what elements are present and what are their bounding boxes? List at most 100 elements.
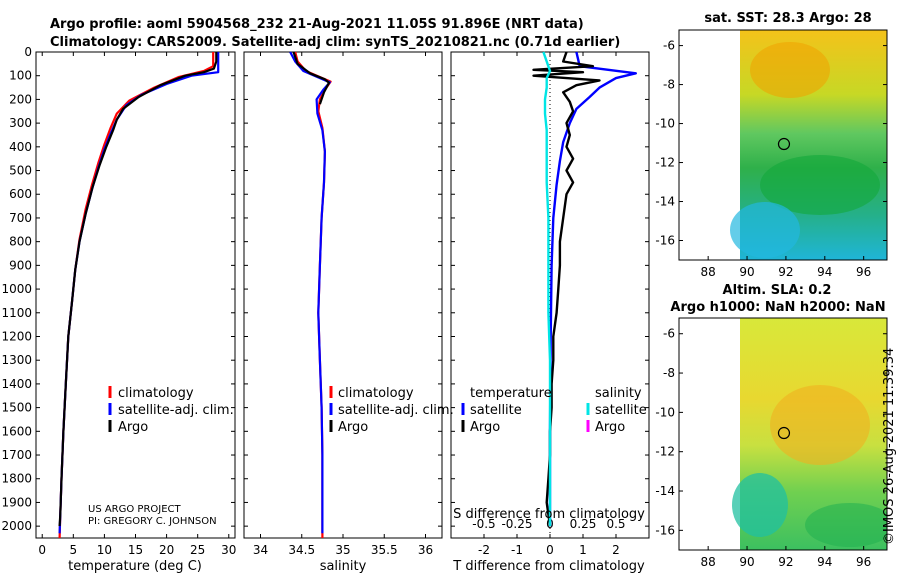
x-tick-label: 2 <box>612 543 620 557</box>
temperature-legend: climatology satellite-adj. clim. Argo <box>108 386 234 435</box>
sla-map-title: Altim. SLA: 0.2 <box>723 283 832 298</box>
sst-map-axes: 88 90 92 94 96 -6 -8 -10 -12 -14 -16 <box>655 39 887 279</box>
depth-tick-label: 200 <box>9 92 32 106</box>
depth-tick-label: 400 <box>9 140 32 154</box>
x-tick-label: 34 <box>253 543 268 557</box>
sla-low-patch <box>732 473 788 537</box>
x-tick-label: 20 <box>159 543 174 557</box>
depth-tick-label: 600 <box>9 187 32 201</box>
sst-map-title: sat. SST: 28.3 Argo: 28 <box>704 11 871 26</box>
x-tick-label: 34.5 <box>288 543 315 557</box>
depth-tick-label: 1400 <box>1 377 32 391</box>
depth-tick-label: 800 <box>9 235 32 249</box>
lat-tick-label: -8 <box>663 366 675 380</box>
salinity-panel <box>243 51 443 539</box>
lon-tick-label: 90 <box>739 265 754 279</box>
series-line-temperature-argo <box>532 51 601 527</box>
sla-map-subtitle: Argo h1000: NaN h2000: NaN <box>670 300 885 315</box>
depth-tick-label: 900 <box>9 258 32 272</box>
sst-heatmap <box>679 30 887 260</box>
x-tick-label: -1 <box>511 543 523 557</box>
difference-legend: temperature satellite Argo salinity sate… <box>461 386 647 435</box>
lon-tick-label: 90 <box>739 555 754 569</box>
lon-tick-label: 88 <box>701 265 716 279</box>
difference-xlabel-top: S difference from climatology <box>453 507 645 522</box>
credit-pi: PI: GREGORY C. JOHNSON <box>88 516 217 527</box>
temperature-series <box>58 52 220 539</box>
x-tick-label: 15 <box>128 543 143 557</box>
depth-tick-label: 1900 <box>1 495 32 509</box>
legend-title-salinity: salinity <box>595 386 642 401</box>
legend-label-climatology: climatology <box>338 386 414 401</box>
x-tick-label: 5 <box>69 543 77 557</box>
lat-tick-label: -6 <box>663 39 675 53</box>
sla-low-patch-east <box>805 503 887 547</box>
depth-tick-label: 1200 <box>1 329 32 343</box>
salinity-series <box>289 51 332 538</box>
x-tick-label: 36 <box>418 543 433 557</box>
lat-tick-label: -16 <box>655 234 675 248</box>
lat-tick-label: -6 <box>663 327 675 341</box>
series-line-argo <box>292 51 331 105</box>
sla-map-axes: 88 90 92 94 96 -6 -8 -10 -12 -14 -16 <box>655 327 887 569</box>
sla-heatmap <box>679 318 887 550</box>
depth-tick-label: 500 <box>9 164 32 178</box>
lat-tick-label: -10 <box>655 405 675 419</box>
salinity-diff-tick-label: 0.5 <box>606 517 625 531</box>
temperature-axes: 0100200300400500600700800900100011001200… <box>1 45 236 557</box>
legend-label-argo: Argo <box>338 420 368 435</box>
x-tick-label: 25 <box>190 543 205 557</box>
x-tick-label: 1 <box>579 543 587 557</box>
sst-map-frame <box>678 29 888 261</box>
x-tick-label: 35 <box>335 543 350 557</box>
salinity-diff-tick-label: -0.5 <box>472 517 495 531</box>
lat-tick-label: -14 <box>655 195 675 209</box>
series-line-temperature-satellite <box>548 51 637 527</box>
sst-argo-location-marker <box>777 137 791 151</box>
imos-timestamp: ©IMOS 26-Aug-2021 11:39:34 <box>882 348 897 545</box>
legend-label-sal-argo: Argo <box>595 420 625 435</box>
lat-tick-label: -14 <box>655 484 675 498</box>
legend-label-satellite-adj: satellite-adj. clim. <box>118 403 234 418</box>
lon-tick-label: 94 <box>817 265 832 279</box>
difference-xlabel: T difference from climatology <box>452 559 645 574</box>
legend-title-temperature: temperature <box>470 386 552 401</box>
x-tick-label: -2 <box>478 543 490 557</box>
depth-tick-label: 1500 <box>1 401 32 415</box>
legend-label-temp-argo: Argo <box>470 420 500 435</box>
lon-tick-label: 92 <box>778 265 793 279</box>
x-tick-label: 30 <box>221 543 236 557</box>
sla-map-frame <box>678 317 888 551</box>
x-tick-label: 10 <box>97 543 112 557</box>
sst-cold-patch <box>730 202 800 258</box>
salinity-legend: climatology satellite-adj. clim. Argo <box>329 386 454 435</box>
sst-cool-patch <box>760 155 880 215</box>
lat-tick-label: -12 <box>655 445 675 459</box>
salinity-diff-tick-label: 0.25 <box>570 517 597 531</box>
figure-title-line2: Climatology: CARS2009. Satellite-adj cli… <box>50 35 620 50</box>
salinity-xlabel: salinity <box>320 559 367 574</box>
x-tick-label: 35.5 <box>371 543 398 557</box>
credit-project: US ARGO PROJECT <box>88 504 182 515</box>
lon-tick-label: 94 <box>817 555 832 569</box>
lat-tick-label: -8 <box>663 78 675 92</box>
sla-argo-location-marker <box>777 426 791 440</box>
lon-tick-label: 92 <box>778 555 793 569</box>
legend-label-satellite-adj: satellite-adj. clim. <box>338 403 454 418</box>
series-line-salinity-satellite <box>542 51 552 527</box>
lat-tick-label: -10 <box>655 117 675 131</box>
depth-tick-label: 1700 <box>1 448 32 462</box>
depth-tick-label: 1600 <box>1 424 32 438</box>
sst-warm-patch <box>750 42 830 98</box>
salinity-diff-tick-label: -0.25 <box>501 517 532 531</box>
depth-tick-label: 1300 <box>1 353 32 367</box>
sla-high-patch <box>770 385 870 465</box>
temperature-xlabel: temperature (deg C) <box>68 559 202 574</box>
figure-title-line1: Argo profile: aoml 5904568_232 21-Aug-20… <box>50 17 584 32</box>
legend-label-temp-satellite: satellite <box>470 403 522 418</box>
depth-tick-label: 700 <box>9 211 32 225</box>
lon-tick-label: 96 <box>856 265 871 279</box>
depth-tick-label: 1800 <box>1 472 32 486</box>
series-line-argo <box>58 52 218 527</box>
